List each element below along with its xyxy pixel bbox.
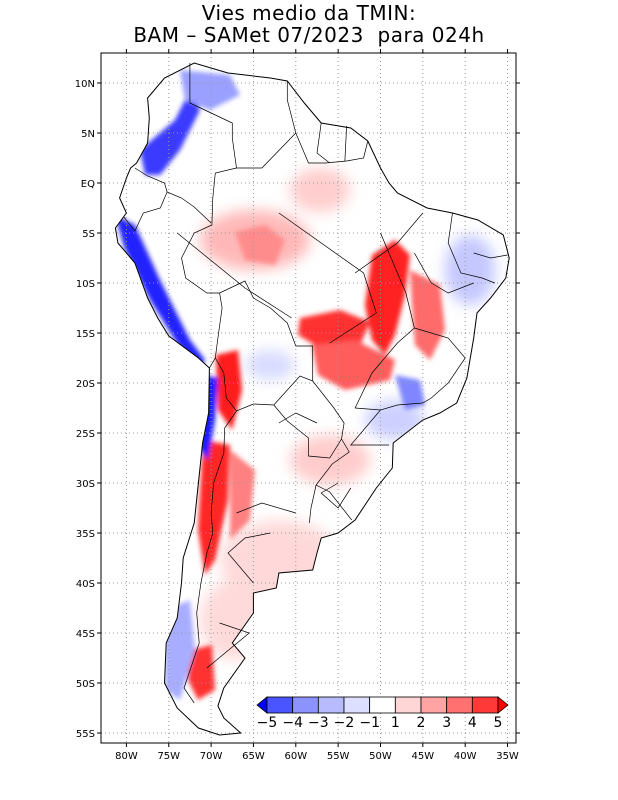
y-tick-label: 40S — [76, 579, 95, 590]
title-line-2: BAM – SAMet 07/2023 para 024h — [133, 23, 485, 47]
colorbar-label: 2 — [417, 715, 426, 731]
y-tick-label: 20S — [76, 379, 95, 390]
map-title: Vies medio da TMIN: BAM – SAMet 07/2023 … — [0, 2, 618, 46]
strong-cool-peru-coast — [115, 215, 205, 372]
warm-east-brazil — [410, 270, 445, 360]
colorbar-segment — [317, 696, 345, 714]
title-line-1: Vies medio da TMIN: — [201, 1, 417, 25]
border-line — [183, 410, 237, 704]
y-tick-label: 55S — [76, 729, 95, 740]
cool-pantanal — [395, 375, 425, 410]
border-line — [344, 125, 347, 162]
x-tick-label: 40W — [454, 751, 477, 762]
border-line — [278, 412, 318, 424]
border-line — [355, 382, 449, 411]
y-tick-label: 5S — [82, 229, 95, 240]
x-tick-label: 75W — [157, 751, 180, 762]
map-grid — [101, 53, 516, 743]
colorbar-label: −3 — [308, 715, 329, 731]
cool-venezuela — [180, 70, 240, 110]
border-line — [350, 409, 389, 446]
x-tick-label: 70W — [200, 751, 223, 762]
y-tick-label: 30S — [76, 479, 95, 490]
y-tick-label: 25S — [76, 429, 95, 440]
colorbar-label: 3 — [442, 715, 451, 731]
cool-anomaly-central — [245, 350, 295, 380]
border-line — [354, 232, 415, 409]
border-line — [236, 502, 296, 514]
x-tick-label: 50W — [369, 751, 392, 762]
colorbar-label: 4 — [468, 715, 477, 731]
border-line — [320, 482, 352, 509]
colorbar-segment — [292, 696, 319, 714]
y-tick-label: 50S — [76, 679, 95, 690]
colorbar-label: −5 — [257, 715, 278, 731]
border-line — [295, 132, 369, 164]
warm-andes-east — [230, 450, 255, 540]
border-line — [278, 212, 377, 344]
border-line — [316, 122, 330, 164]
colorbar-segment — [343, 696, 371, 714]
x-tick-label: 80W — [115, 751, 138, 762]
colorbar-label: −4 — [282, 715, 303, 731]
border-line — [354, 212, 424, 274]
warm-anomaly-south — [290, 435, 370, 485]
strong-warm-andes-central — [198, 440, 230, 575]
border-line — [414, 252, 474, 294]
border-line — [181, 167, 314, 406]
colorbar-label: 5 — [494, 715, 503, 731]
colorbar-label: −1 — [359, 715, 380, 731]
colorbar-segment — [394, 696, 422, 714]
border-line — [308, 484, 317, 524]
colorbar-high-arrow — [497, 696, 509, 714]
border-line — [227, 532, 271, 584]
border-line — [209, 292, 223, 369]
colorbar-label: −2 — [334, 715, 355, 731]
x-tick-label: 60W — [284, 751, 307, 762]
cool-anomaly-northeast — [445, 235, 495, 305]
colorbar-segment — [471, 696, 499, 714]
strong-warm-centerwest — [298, 310, 370, 348]
border-line — [189, 63, 297, 169]
y-tick-label: 35S — [76, 529, 95, 540]
border-line — [214, 357, 274, 412]
x-tick-label: 45W — [412, 751, 435, 762]
y-tick-label: 10S — [76, 279, 95, 290]
strong-warm-patagonia-south — [188, 645, 215, 700]
strong-warm-brazil — [365, 240, 410, 355]
coastline — [114, 62, 510, 736]
colorbar-label: 1 — [391, 715, 400, 731]
border-line — [123, 191, 168, 232]
latitude-axis: 10N 5N EQ 5S 10S 15S 20S 25S 30S 35S 40S 45S 50S 55S — [75, 79, 520, 740]
x-tick-label: 35W — [496, 751, 519, 762]
y-tick-label: 15S — [76, 329, 95, 340]
border-line — [176, 232, 292, 319]
border-line — [273, 380, 345, 459]
x-tick-label: 65W — [242, 751, 265, 762]
colorbar-segment — [446, 696, 473, 714]
y-tick-label: 10N — [75, 79, 95, 90]
colorbar: −5 −4 −3 −2 −1 1 2 3 4 5 — [256, 696, 509, 731]
warm-mato-grosso — [312, 340, 395, 390]
y-tick-label: 45S — [76, 629, 95, 640]
y-tick-label: 5N — [81, 129, 95, 140]
border-line — [414, 327, 466, 384]
border-line — [447, 212, 495, 284]
border-line — [206, 622, 250, 669]
country-borders — [123, 63, 508, 704]
y-tick-label: EQ — [81, 179, 95, 190]
map-frame — [100, 52, 517, 744]
warm-amazon-core — [235, 225, 285, 265]
colorbar-segment — [266, 696, 294, 714]
warm-anomaly-north — [290, 168, 350, 212]
border-line — [473, 252, 508, 259]
colorbar-segment — [420, 696, 448, 714]
x-tick-label: 55W — [327, 751, 350, 762]
border-line — [315, 438, 352, 521]
colorbar-segment — [369, 696, 396, 714]
map-outlines — [114, 62, 510, 736]
longitude-axis: 80W 75W 70W 65W 60W 55W 50W 45W 40W 35W — [115, 49, 519, 762]
